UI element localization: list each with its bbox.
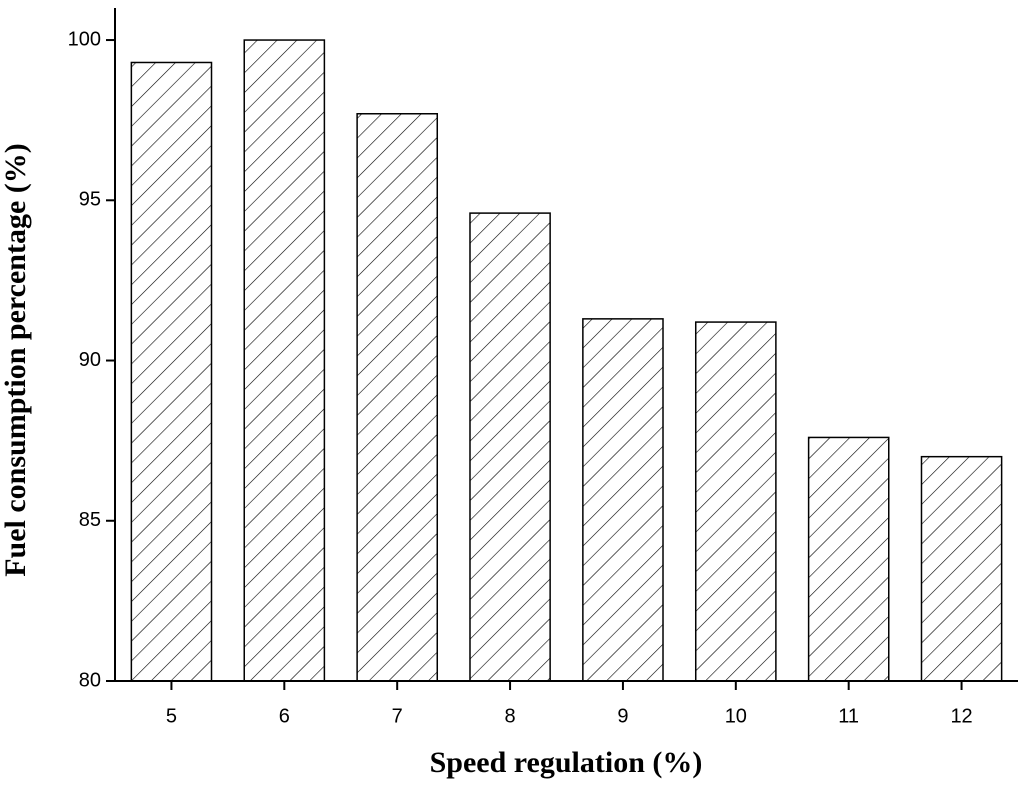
y-tick-label: 90 [79,349,101,371]
bar [243,39,326,682]
y-tick-label: 100 [68,28,101,50]
x-tick-label: 8 [505,705,516,727]
x-axis-title: Speed regulation (%) [430,746,703,779]
x-tick-label: 7 [392,705,403,727]
bar [469,212,551,682]
y-axis-title: Fuel consumption percentage (%) [0,143,32,577]
x-tick-label: 6 [279,705,290,727]
x-tick-label: 10 [725,705,747,727]
bar [920,455,1003,682]
x-tick-label: 5 [166,705,177,727]
x-tick-label: 12 [950,705,972,727]
bar [356,113,439,682]
bar [582,318,664,682]
y-tick-label: 95 [79,189,101,211]
bar [807,436,890,682]
x-tick-label: 11 [838,705,859,727]
bar [130,61,213,682]
y-tick-label: 85 [79,509,101,531]
bar [694,321,777,682]
y-tick-label: 80 [79,669,101,691]
x-tick-label: 9 [617,705,628,727]
